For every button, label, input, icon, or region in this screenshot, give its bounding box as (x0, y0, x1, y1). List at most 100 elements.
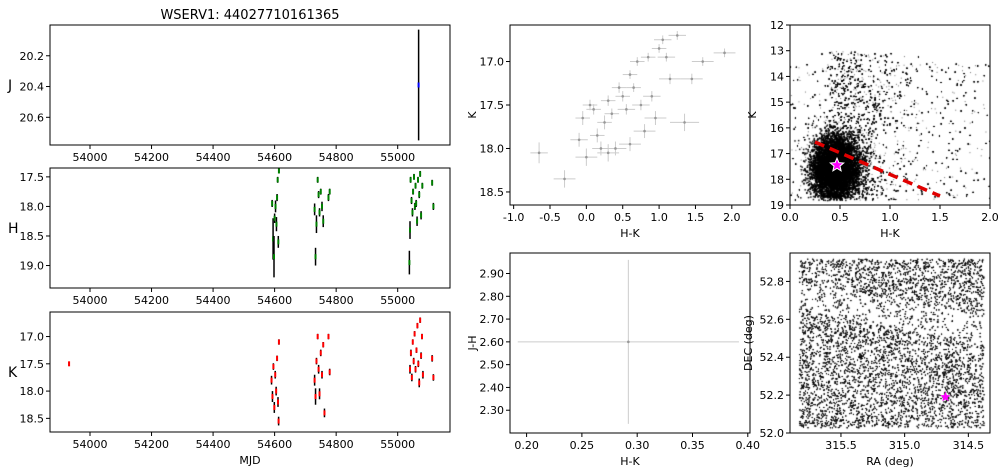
y-tick-label: 2.80 (480, 290, 505, 303)
y-tick-label: 17.5 (20, 171, 45, 184)
chart-ccd: 0.20 0.25 0.30 0.35 0.40 2.30 2.40 2.50 2.60 2.70… (466, 253, 760, 468)
data-point (645, 111, 667, 125)
data-point (321, 371, 323, 379)
data-point (271, 376, 273, 385)
data-point (654, 35, 671, 44)
y-axis-label: H (8, 221, 19, 237)
data-point (615, 91, 630, 101)
y-tick-label: 12 (770, 19, 784, 32)
data-point (597, 115, 612, 129)
data-point (421, 183, 423, 189)
data-point (277, 236, 279, 248)
data-point (329, 189, 331, 195)
data-point (575, 148, 597, 165)
data-point (318, 191, 320, 198)
x-axis-label: H-K (880, 227, 900, 240)
x-tick-label: 0.0 (578, 211, 596, 224)
data-point (408, 251, 410, 275)
data-point (275, 387, 277, 396)
x-axis-label: H-K (620, 455, 640, 468)
data-point (413, 174, 415, 180)
x-tick-label: 1.5 (931, 211, 949, 224)
data-point (422, 371, 424, 379)
x-tick-label: 315.5 (825, 439, 857, 452)
data-point (630, 57, 645, 66)
x-tick-label: 0.30 (625, 439, 650, 452)
data-point (327, 194, 329, 201)
data-point (618, 104, 635, 114)
chart-cmd_small: -1.0 -0.5 0.0 0.5 1.0 1.5 2.0 17.0 17.5 18.0 18.5 H… (466, 25, 750, 240)
data-point (415, 366, 417, 373)
data-point (320, 189, 322, 195)
plot-area (530, 31, 735, 188)
y-tick-label: 20.6 (20, 111, 45, 124)
chart-lc_j: 54000 54200 54400 54600 54800 55000 20.2 20.4 20… (7, 8, 450, 164)
chart-sky: 315.5 315.0 314.552.052.252.452.652.8RA (d… (742, 253, 990, 468)
x-tick-label: 0.40 (736, 439, 761, 452)
data-point (411, 208, 413, 216)
data-point (658, 53, 675, 62)
data-point (692, 57, 714, 66)
y-tick-label: 20.2 (20, 50, 45, 63)
y-tick-label: 17.5 (480, 99, 505, 112)
data-point (68, 361, 70, 366)
y-tick-label: 18 (770, 173, 784, 186)
y-tick-label: 15 (770, 96, 784, 109)
data-point (413, 358, 415, 365)
x-tick-label: 314.5 (953, 439, 985, 452)
data-point (410, 177, 412, 183)
data-point (415, 347, 417, 352)
plot-area (271, 168, 434, 277)
x-axis-label: RA (deg) (866, 455, 914, 468)
x-tick-label: 54000 (73, 294, 108, 307)
y-tick-label: 18.5 (20, 412, 45, 425)
x-axis-label: H-K (620, 227, 640, 240)
x-tick-label: 54400 (196, 151, 231, 164)
x-tick-label: 54200 (134, 151, 169, 164)
data-point (411, 197, 413, 204)
data-point (272, 363, 274, 370)
data-point (321, 202, 323, 211)
data-point (714, 48, 736, 57)
data-point (420, 211, 422, 219)
data-point (275, 217, 277, 231)
data-point (432, 374, 434, 381)
x-tick-label: 54600 (257, 151, 292, 164)
axes-frame (50, 25, 450, 145)
data-point (314, 375, 316, 386)
data-point (277, 177, 279, 183)
x-tick-label: 0.35 (680, 439, 705, 452)
y-tick-label: 18.5 (20, 230, 45, 243)
data-point (315, 358, 317, 365)
chart-lc_h: 54000 54200 54400 54600 54800 55000 17.5 18.0 18… (8, 168, 450, 307)
data-point (669, 31, 686, 40)
data-point (319, 388, 321, 399)
y-tick-label: 19 (770, 199, 784, 212)
x-tick-label: 54400 (196, 438, 231, 451)
data-point (530, 142, 547, 163)
data-point (681, 74, 703, 84)
y-axis-label: K (8, 365, 18, 381)
data-point (322, 215, 324, 227)
x-tick-label: 54800 (319, 294, 354, 307)
x-tick-label: 54200 (134, 438, 169, 451)
data-point (641, 53, 656, 62)
x-tick-label: 54800 (319, 151, 354, 164)
x-tick-label: 0.0 (781, 211, 799, 224)
data-point (583, 100, 598, 110)
data-point (419, 171, 421, 177)
x-tick-label: 2.0 (723, 211, 741, 224)
x-tick-label: 315.0 (889, 439, 921, 452)
y-tick-label: 52.2 (760, 389, 785, 402)
data-point (570, 133, 587, 147)
data-point (412, 189, 414, 195)
y-tick-label: 16 (770, 122, 784, 135)
x-tick-label: 54800 (319, 438, 354, 451)
x-tick-label: 1.0 (650, 211, 668, 224)
y-tick-label: 18.5 (480, 186, 505, 199)
data-point (278, 417, 280, 426)
data-point (590, 128, 605, 142)
y-tick-label: 2.40 (480, 381, 505, 394)
x-tick-label: 1.0 (881, 211, 899, 224)
chart-lc_k: 54000 54200 54400 54600 54800 55000 17.0 17.5 18… (8, 312, 450, 467)
